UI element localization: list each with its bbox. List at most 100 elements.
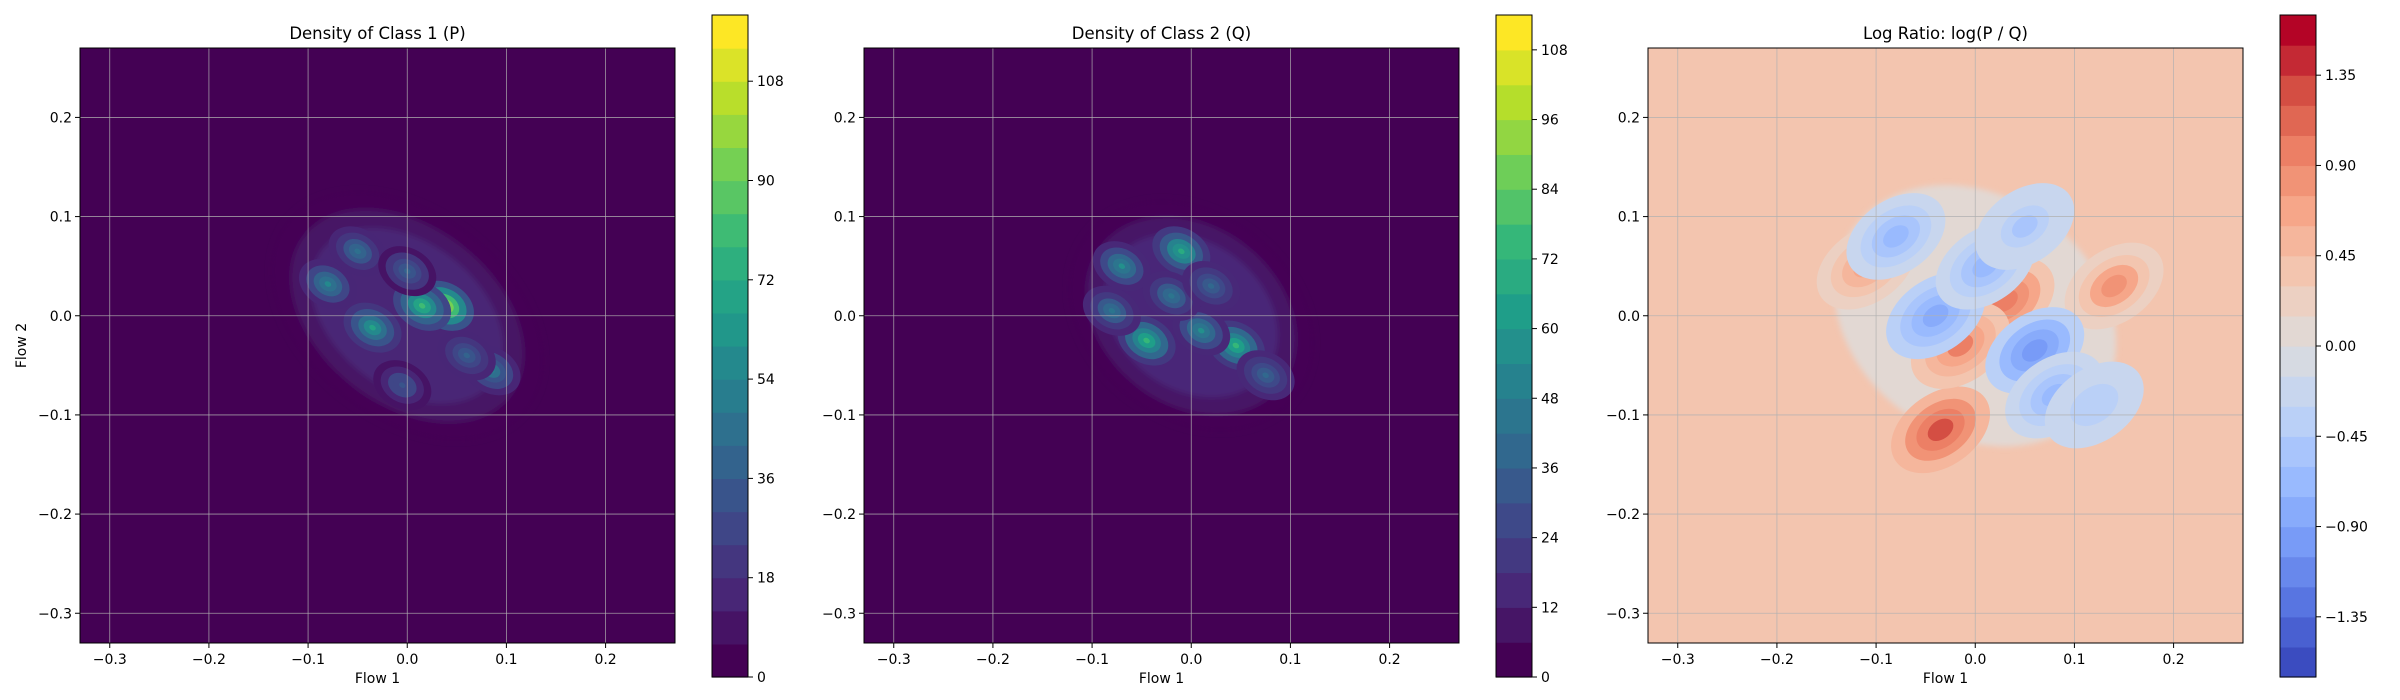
- y-tick-label: 0.0: [1618, 309, 1640, 325]
- colorbar-level-band: [1496, 119, 1532, 155]
- colorbar-tick-label: 0.90: [2325, 158, 2356, 174]
- colorbar-level-band: [1496, 189, 1532, 225]
- log-ratio-feature-level: [1927, 418, 1954, 442]
- colorbar-tick-label: 12: [1541, 600, 1559, 616]
- x-tick-label: 0.2: [2162, 652, 2184, 668]
- log-ratio-feature: [1975, 183, 2075, 270]
- colorbar-level-band: [2280, 255, 2316, 287]
- colorbar-level-band: [1496, 293, 1532, 330]
- panel-class2-title: Density of Class 2 (Q): [1072, 24, 1251, 43]
- colorbar-level-band: [712, 379, 748, 413]
- colorbar-level-band: [2280, 105, 2316, 136]
- log-ratio-feature: [1891, 386, 1991, 474]
- colorbar-level-band: [2280, 616, 2316, 648]
- y-tick-label: 0.0: [834, 309, 856, 325]
- panel-log-ratio-frame: [1647, 47, 2244, 644]
- x-tick-label: 0.1: [2063, 652, 2085, 668]
- y-tick-label: −0.1: [38, 408, 72, 424]
- density-peak: [343, 302, 402, 353]
- colorbar-level-band: [1496, 15, 1532, 51]
- density-peak: [1236, 350, 1295, 401]
- y-tick-label: −0.1: [822, 408, 856, 424]
- panel-log-ratio-xlabel: Flow 1: [1923, 671, 1968, 687]
- x-tick-label: −0.3: [1661, 652, 1695, 668]
- x-tick-label: 0.2: [1378, 652, 1400, 668]
- colorbar-tick-label: 96: [1541, 113, 1559, 129]
- x-tick-label: 0.0: [1180, 652, 1202, 668]
- y-tick-label: −0.3: [38, 606, 72, 622]
- panel-class2-xlabel: Flow 1: [1139, 671, 1184, 687]
- panel-class1-density-field: [80, 48, 675, 643]
- colorbar-level-band: [712, 643, 748, 678]
- x-tick-label: 0.2: [594, 652, 616, 668]
- colorbar-level-band: [2280, 15, 2316, 46]
- density-peak: [373, 360, 432, 411]
- colorbar-level-band: [2280, 496, 2316, 528]
- panel-log-ratio-field: [1648, 48, 2243, 643]
- density-peak: [328, 226, 387, 277]
- y-tick-label: −0.2: [1606, 507, 1640, 523]
- log-ratio-feature-level: [2021, 339, 2048, 362]
- colorbar-level-band: [712, 246, 748, 281]
- colorbar-level-band: [2280, 556, 2316, 588]
- log-ratio-feature-level: [2012, 215, 2038, 238]
- colorbar-level-band: [2280, 406, 2316, 437]
- colorbar-tick-label: 90: [757, 174, 775, 190]
- colorbar-tick-label: 36: [757, 471, 775, 487]
- colorbar-level-band: [2280, 135, 2316, 167]
- y-tick-label: 0.2: [1618, 110, 1640, 126]
- y-tick-label: 0.1: [1618, 210, 1640, 226]
- x-tick-label: −0.1: [291, 652, 325, 668]
- colorbar-tick-label: 0.45: [2325, 249, 2356, 265]
- y-tick-label: 0.1: [834, 210, 856, 226]
- y-tick-label: −0.3: [1606, 606, 1640, 622]
- colorbar-level-band: [1496, 467, 1532, 504]
- colorbar-level-band: [1496, 84, 1532, 121]
- x-tick-label: −0.1: [1859, 652, 1893, 668]
- colorbar-level-band: [712, 81, 748, 115]
- density-peak-level: [1178, 248, 1185, 255]
- density-peak: [1152, 226, 1211, 277]
- x-tick-label: 0.1: [495, 652, 517, 668]
- colorbar-tick-label: 72: [757, 273, 775, 289]
- density-peak-level: [324, 281, 332, 287]
- colorbar-tick-label: 0.00: [2325, 339, 2356, 355]
- colorbar-level-band: [1496, 258, 1532, 295]
- colorbar-level-band: [1496, 363, 1532, 399]
- density-peak: [298, 258, 357, 310]
- colorbar-level-band: [2280, 646, 2316, 678]
- colorbar-level-band: [1496, 49, 1532, 86]
- colorbar-level-band: [1496, 642, 1532, 678]
- panel-log-ratio-colorbar: −1.35 −0.90 −0.45 0.00 0.45 0.90 1.35: [2279, 14, 2368, 678]
- x-tick-label: 0.0: [1964, 652, 1986, 668]
- panel-class2-grid: [864, 48, 1459, 643]
- panel-class2-ticks: −0.3 −0.2 −0.1 0.0 0.1 0.2 −0.3 −0.2 −0.1 0.0 0.1 0…: [822, 110, 1401, 668]
- panel-class2-density-field: [864, 48, 1459, 643]
- density-peak: [393, 280, 452, 331]
- colorbar-tick-label: 108: [757, 74, 784, 90]
- colorbar-level-band: [712, 478, 748, 513]
- log-ratio-feature: [2064, 242, 2164, 330]
- colorbar-level-band: [712, 15, 748, 49]
- density-peak-level: [1207, 283, 1215, 289]
- colorbar-level-band: [712, 114, 748, 148]
- density-peak-level: [1262, 372, 1269, 379]
- panel-log-ratio: Log Ratio: log(P / Q) −0.3 −0.2 −0.1 0.0 0.1…: [1606, 14, 2368, 687]
- colorbar-level-band: [2280, 225, 2316, 257]
- colorbar-level-band: [1496, 154, 1532, 190]
- colorbar-level-band: [2280, 75, 2316, 106]
- panel-log-ratio-ticks: −0.3 −0.2 −0.1 0.0 0.1 0.2 −0.3 −0.2 −0.1 0.0 0.1 0…: [1606, 110, 2185, 668]
- colorbar-level-band: [712, 279, 748, 314]
- x-tick-label: −0.2: [192, 652, 226, 668]
- log-ratio-feature-level: [1883, 225, 1909, 248]
- x-tick-label: −0.3: [877, 652, 911, 668]
- colorbar-tick-label: 60: [1541, 322, 1559, 338]
- colorbar-level-band: [2280, 285, 2316, 317]
- density-peak: [437, 330, 496, 381]
- density-peak: [1182, 260, 1241, 312]
- colorbar-level-band: [2280, 436, 2316, 467]
- colorbar-frame: [711, 14, 749, 678]
- colorbar-tick-label: 18: [757, 571, 775, 587]
- density-peak-level: [418, 303, 426, 309]
- density-peak-level: [1118, 263, 1126, 269]
